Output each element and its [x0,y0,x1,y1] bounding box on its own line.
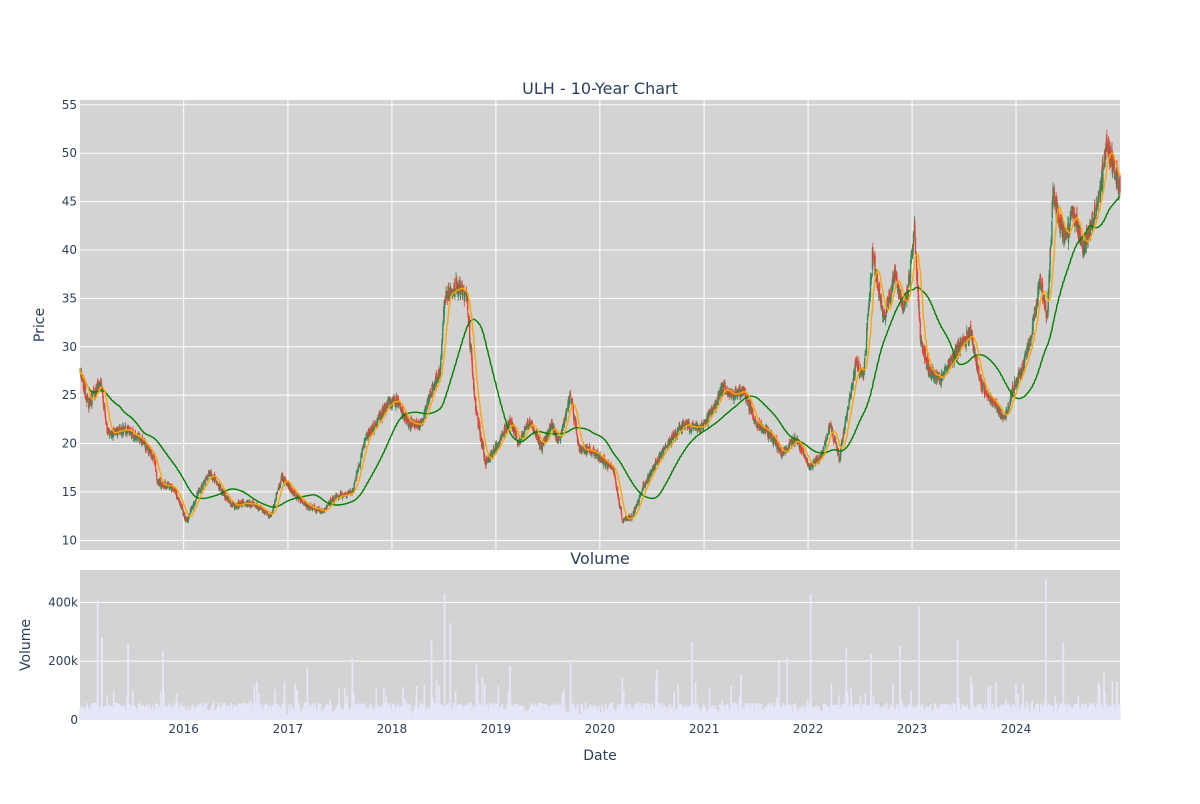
price-y-tick-label: 20 [62,437,77,451]
price-y-tick-label: 35 [62,291,77,305]
date-axis-label: Date [583,748,616,764]
candle-down [155,460,156,468]
price-y-tick-label: 15 [62,485,77,499]
candle-up [1051,220,1052,246]
price-y-tick-label: 55 [62,98,77,112]
volume-y-tick-label: 200k [48,654,78,668]
candle-up [823,446,824,451]
price-y-tick-label: 45 [62,195,77,209]
volume-axis-label: Volume [18,619,34,671]
price-chart-title: ULH - 10-Year Chart [522,79,678,98]
volume-y-tick-label: 0 [70,713,78,727]
candle-down [215,477,216,481]
price-y-tick-label: 30 [62,340,77,354]
price-y-tick-label: 50 [62,146,77,160]
price-panel: 10 15 20 25 30 35 40 45 50 55 [62,98,1121,550]
volume-chart-title: Volume [570,549,630,568]
price-y-tick-label: 25 [62,388,77,402]
price-y-tick-label: 10 [62,533,77,547]
price-axis-label: Price [32,308,48,342]
volume-y-tick-label: 400k [48,595,78,609]
price-y-tick-label: 40 [62,243,77,257]
